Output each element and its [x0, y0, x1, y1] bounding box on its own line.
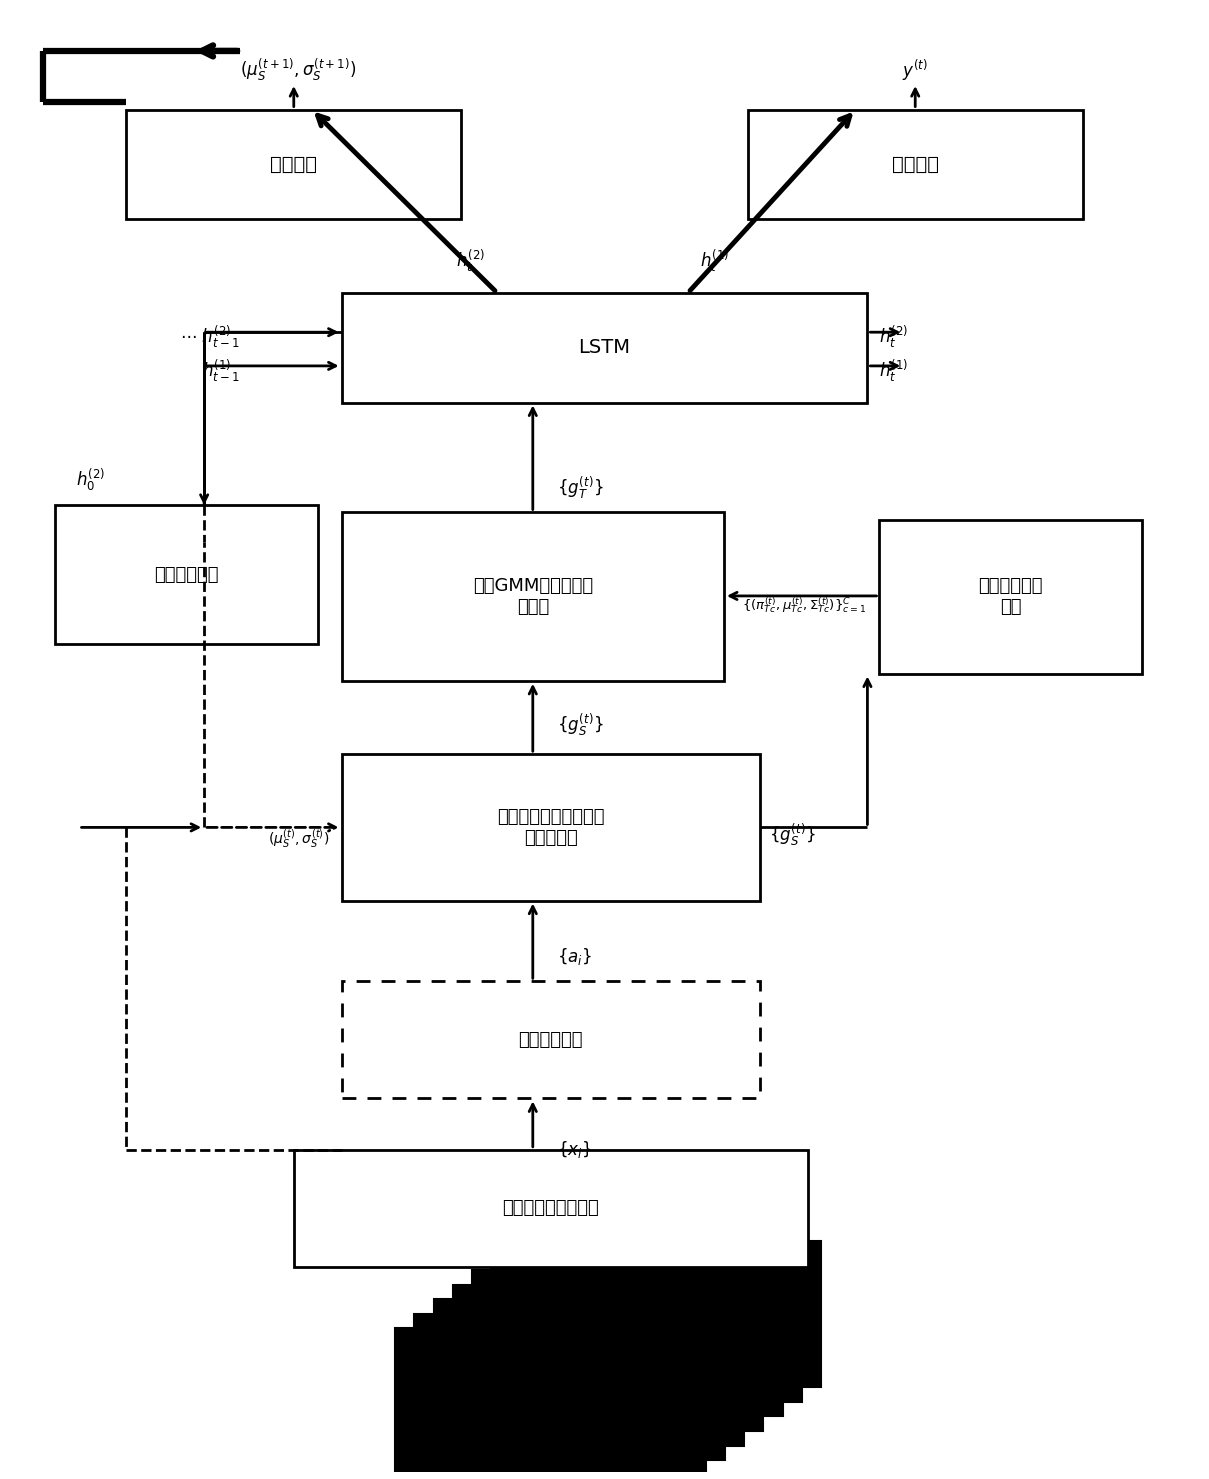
FancyBboxPatch shape: [342, 981, 760, 1099]
Text: $h_0^{(2)}$: $h_0^{(2)}$: [76, 466, 105, 494]
Text: $\cdots$ $h_{t-1}^{(2)}$: $\cdots$ $h_{t-1}^{(2)}$: [180, 324, 241, 351]
Bar: [452, 1285, 763, 1432]
Ellipse shape: [501, 1343, 608, 1417]
Text: $(\mu_S^{(t+1)}, \sigma_S^{(t+1)})$: $(\mu_S^{(t+1)}, \sigma_S^{(t+1)})$: [241, 56, 357, 83]
Text: 对称混合密度
网络: 对称混合密度 网络: [978, 577, 1043, 617]
FancyBboxPatch shape: [342, 754, 760, 901]
Ellipse shape: [481, 1358, 590, 1432]
Text: 基于GMM的时间注意
力机制: 基于GMM的时间注意 力机制: [473, 577, 592, 617]
Bar: [415, 1313, 725, 1460]
Text: $\{a_i\}$: $\{a_i\}$: [556, 947, 591, 967]
Text: $\{g_T^{(t)}\}$: $\{g_T^{(t)}\}$: [556, 475, 603, 501]
Text: 发射网络: 发射网络: [271, 155, 317, 175]
Text: $\{(\pi_{Tc}^{(t)}, \mu_{Tc}^{(t)}, \Sigma_{Tc}^{(t)})\}_{c=1}^C$: $\{(\pi_{Tc}^{(t)}, \mu_{Tc}^{(t)}, \Sig…: [742, 595, 866, 615]
Bar: [395, 1328, 706, 1475]
Text: 基于高斯核函数的空间
注意力机制: 基于高斯核函数的空间 注意力机制: [497, 808, 604, 847]
FancyBboxPatch shape: [748, 109, 1082, 219]
FancyBboxPatch shape: [342, 293, 867, 402]
Text: $h_{t-1}^{(1)}$: $h_{t-1}^{(1)}$: [202, 356, 241, 383]
Bar: [510, 1241, 821, 1387]
Text: $\{x_i\}$: $\{x_i\}$: [556, 1139, 591, 1160]
Text: $y^{(t)}$: $y^{(t)}$: [902, 58, 929, 83]
FancyBboxPatch shape: [127, 109, 461, 219]
Bar: [434, 1299, 745, 1445]
Text: 分类网络: 分类网络: [892, 155, 938, 175]
Text: 空间卷积特征提取器: 空间卷积特征提取器: [503, 1199, 600, 1217]
Text: $\{p_i\}$: $\{p_i\}$: [556, 1279, 592, 1302]
FancyBboxPatch shape: [342, 512, 724, 680]
Text: $\{g_S^{(t)}\}$: $\{g_S^{(t)}\}$: [769, 821, 816, 847]
FancyBboxPatch shape: [879, 519, 1143, 673]
Text: $h_t^{(1)}$: $h_t^{(1)}$: [879, 356, 909, 383]
Text: $h_t^{(2)}$: $h_t^{(2)}$: [456, 247, 485, 274]
Text: $h_t^{(2)}$: $h_t^{(2)}$: [879, 324, 909, 351]
FancyBboxPatch shape: [294, 1149, 808, 1268]
Text: $(\mu_S^{(t)}, \sigma_S^{(t)})$: $(\mu_S^{(t)}, \sigma_S^{(t)})$: [268, 828, 330, 850]
Text: 特征嵌入网络: 特征嵌入网络: [519, 1031, 583, 1049]
Text: LSTM: LSTM: [578, 339, 631, 356]
Text: $\{g_S^{(t)}\}$: $\{g_S^{(t)}\}$: [556, 711, 603, 738]
Text: $h_t^{(1)}$: $h_t^{(1)}$: [700, 247, 729, 274]
Bar: [491, 1256, 802, 1402]
Bar: [472, 1270, 782, 1417]
FancyBboxPatch shape: [54, 506, 318, 645]
Text: 空间特征编码: 空间特征编码: [154, 565, 219, 584]
Ellipse shape: [519, 1328, 627, 1402]
